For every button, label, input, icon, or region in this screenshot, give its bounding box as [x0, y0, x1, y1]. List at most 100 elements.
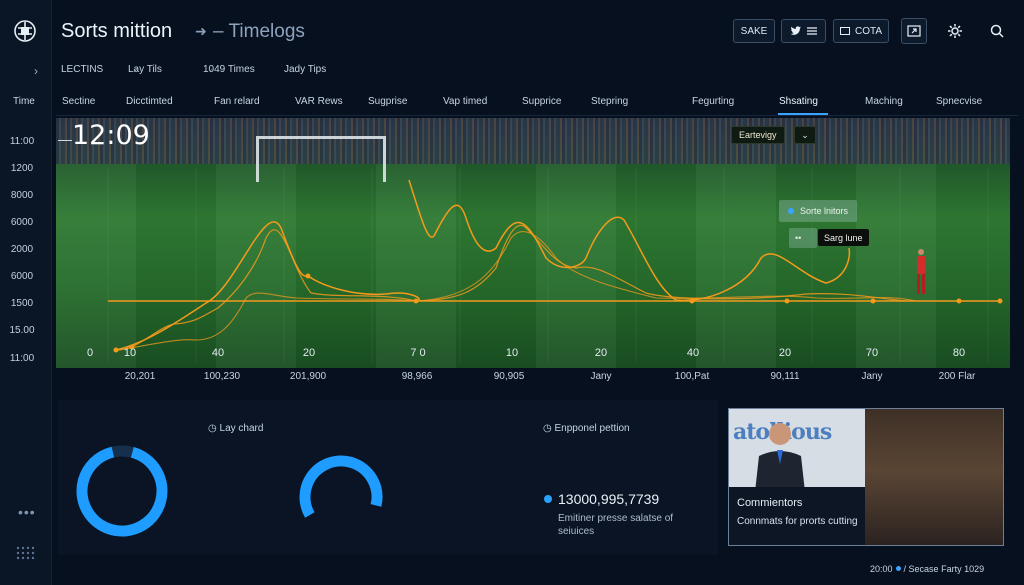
match-clock: 12:09: [72, 120, 150, 151]
save-button-label: SAKE: [740, 25, 768, 37]
goal-post: [256, 136, 386, 182]
y-tick-label: 2000: [10, 244, 34, 255]
stat-dot-icon: [544, 495, 552, 503]
x-tick-label: 7 0: [410, 347, 426, 359]
cota-button-label: COTA: [854, 25, 883, 37]
clock-tick: [58, 140, 72, 141]
baseline-markers: [113, 273, 1003, 353]
series-marker: [956, 298, 962, 304]
timeline-chart-panel[interactable]: [56, 118, 1010, 368]
x-tick-label: 10: [123, 347, 137, 359]
donut-arc-2: [299, 455, 383, 539]
series-marker: [997, 298, 1003, 304]
y-tick-label: 11:00: [9, 353, 35, 364]
donut-chart-2[interactable]: [296, 452, 386, 542]
video-thumbnail-left: atollious: [729, 409, 865, 492]
x-tick-label: 20: [778, 347, 792, 359]
gear-icon: [948, 24, 962, 38]
chevron-down-icon[interactable]: ⌄: [794, 126, 816, 144]
series-marker: [113, 347, 119, 353]
breadcrumb-arrow-icon: ➜: [195, 23, 207, 39]
share-button[interactable]: [781, 19, 826, 43]
series-marker: [129, 344, 135, 350]
series-marker: [870, 298, 876, 304]
tab-vap-timed[interactable]: Vap timed: [443, 96, 488, 107]
save-button[interactable]: SAKE: [733, 19, 775, 43]
footer-time: 20:00: [870, 564, 893, 574]
tab-supprice[interactable]: Supprice: [522, 96, 562, 107]
settings-button[interactable]: [942, 18, 968, 44]
search-icon: [990, 24, 1004, 38]
x-tick-label: 10: [505, 347, 519, 359]
video-caption-panel: [729, 487, 865, 545]
video-thumbnail-right: [865, 409, 1003, 545]
series-line-secondary: [117, 224, 907, 351]
twitter-icon: [790, 26, 801, 35]
status-dot-icon: [788, 208, 794, 214]
breadcrumb[interactable]: – Timelogs: [213, 21, 305, 42]
y-tick-label: 1200: [10, 163, 34, 174]
tab-bar: Time Sectine Dicctimted Fan relard VAR R…: [0, 96, 1024, 110]
y-tick-label: 8000: [10, 190, 34, 201]
export-button[interactable]: [901, 18, 927, 44]
filter-label: 1049 Times: [203, 64, 255, 75]
video-subtitle: Connmats for prorts cutting: [737, 516, 858, 527]
x-tick-label: 0: [86, 347, 94, 359]
tab-sugprise[interactable]: Sugprise: [368, 96, 408, 107]
tooltip-chip-dots: ••: [795, 233, 802, 243]
stat-label-text: Enpponel pettion: [554, 423, 630, 434]
cota-button[interactable]: COTA: [833, 19, 889, 43]
stat-description: Emitiner presse salatse of seiuices: [558, 513, 674, 537]
series-line-main: [115, 179, 851, 351]
logo-icon[interactable]: [14, 20, 36, 42]
tooltip-chip-sarg[interactable]: Sarg lune: [818, 229, 869, 246]
series-marker: [413, 298, 419, 304]
x-sub-label: 98,966: [401, 371, 433, 382]
tab-maching[interactable]: Maching: [865, 96, 903, 107]
tooltip-chip-label: Sarg lune: [824, 232, 863, 243]
series-marker: [784, 298, 790, 304]
y-tick-label: 6000: [10, 271, 34, 282]
chevron-down-icon: ⌄: [207, 64, 214, 73]
x-sub-label: 90,111: [770, 371, 800, 382]
y-tick-label: 15.00: [9, 325, 35, 336]
donut-chart-1[interactable]: [72, 441, 172, 541]
apps-grid-icon[interactable]: [15, 545, 35, 561]
chevron-down-icon: ⌄: [132, 64, 139, 73]
active-tab-indicator: [778, 113, 828, 115]
x-tick-label: 70: [865, 347, 879, 359]
tab-fan-relard[interactable]: Fan relard: [214, 96, 260, 107]
tab-var-rews[interactable]: VAR Rews: [295, 96, 343, 107]
search-button[interactable]: [984, 18, 1010, 44]
breadcrumb-label: Timelogs: [228, 21, 305, 42]
app-title: Sorts mittion: [61, 20, 173, 42]
stat-value: 13000,995,7739: [558, 491, 660, 507]
category-dropdown[interactable]: Eartevigy: [731, 126, 785, 144]
filter-label: LECTINS: [61, 64, 104, 75]
x-tick-label: 80: [952, 347, 966, 359]
tab-stepring[interactable]: Stepring: [591, 96, 629, 107]
x-sub-label: 100,Pat: [674, 371, 710, 382]
video-title: Commientors: [737, 497, 803, 509]
expand-chevron-icon[interactable]: ›: [34, 64, 38, 78]
y-tick-label: 11:00: [9, 136, 35, 147]
clock-icon: ◷: [208, 423, 217, 434]
stats-panel: [58, 400, 718, 555]
tab-sectine[interactable]: Sectine: [62, 96, 96, 107]
filter-label: Lay Tils: [128, 64, 162, 75]
pitch-background: [56, 164, 1010, 368]
x-tick-label: 20: [302, 347, 316, 359]
x-sub-label: 200 Flar: [938, 371, 976, 382]
commentator-figure: [755, 423, 805, 492]
x-sub-label: Jany: [861, 371, 883, 382]
tooltip-chip-sorte[interactable]: Sorte lnitors: [779, 200, 858, 222]
tab-fegurting[interactable]: Fegurting: [692, 96, 735, 107]
commentator-video-card[interactable]: atollious Commientors Connmats for prort…: [728, 408, 1004, 546]
tab-spnecvise[interactable]: Spnecvise: [936, 96, 983, 107]
tab-dicctimted[interactable]: Dicctimted: [126, 96, 173, 107]
tab-time[interactable]: Time: [13, 96, 35, 107]
export-icon: [907, 25, 921, 37]
tooltip-chip-label: Sorte lnitors: [800, 206, 849, 216]
more-dots-icon[interactable]: •••: [18, 504, 36, 520]
tab-shsating[interactable]: Shsating: [779, 96, 818, 107]
